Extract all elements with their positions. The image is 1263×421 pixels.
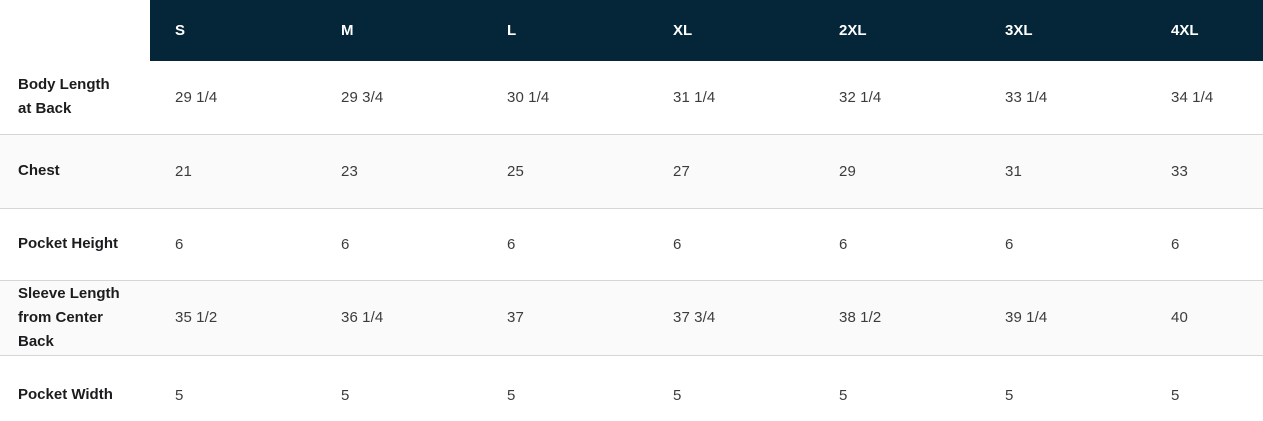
size-value-cell: 6 [507,235,516,253]
size-value-cell: 29 3/4 [341,88,384,106]
size-column-header-4xl: 4XL [1146,0,1263,61]
row-label: Chest [18,162,60,179]
size-column-header-s: S [150,0,316,61]
size-value-cell: 5 [1171,386,1180,404]
size-value-cell: 6 [839,235,848,253]
size-value-cell: 6 [1171,235,1180,253]
size-value-cell: 23 [341,162,358,180]
row-label: Body Length at Back [18,76,110,118]
size-value-cell: 31 [1005,162,1022,180]
table-row-body-length: Body Length at Back 29 1/4 29 3/4 30 1/4… [0,61,1263,134]
size-value-cell: 33 1/4 [1005,88,1048,106]
size-column-header-m: M [316,0,482,61]
size-value-cell: 40 [1171,309,1188,326]
size-value-cell: 38 1/2 [839,309,882,326]
size-value-cell: 33 [1171,162,1188,180]
size-value-cell: 5 [839,386,848,404]
size-value-cell: 31 1/4 [673,88,716,106]
size-value-cell: 27 [673,162,690,180]
size-value-cell: 5 [1005,386,1014,404]
size-value-cell: 6 [673,235,682,253]
size-value-cell: 36 1/4 [341,309,384,326]
size-header-row: S M L XL 2XL 3XL 4XL [0,0,1263,61]
row-label: Sleeve Length from Center Back [18,284,120,350]
size-value-cell: 5 [507,386,516,404]
size-column-header-3xl: 3XL [980,0,1146,61]
size-column-header-xl: XL [648,0,814,61]
size-column-header-l: L [482,0,648,61]
size-value-cell: 5 [673,386,682,404]
size-value-cell: 6 [341,235,350,253]
size-value-cell: 35 1/2 [175,309,218,326]
table-row-pocket-height: Pocket Height 6 6 6 6 6 6 6 [0,208,1263,280]
size-value-cell: 37 [507,309,524,326]
row-label: Pocket Height [18,235,119,252]
table-row-sleeve-length: Sleeve Length from Center Back 35 1/2 36… [0,280,1263,355]
table-row-chest: Chest 21 23 25 27 29 31 33 [0,134,1263,208]
size-value-cell: 6 [175,235,184,253]
size-value-cell: 30 1/4 [507,88,550,106]
size-value-cell: 34 1/4 [1171,88,1214,106]
size-value-cell: 32 1/4 [839,88,882,106]
size-value-cell: 37 3/4 [673,309,716,326]
size-value-cell: 29 [839,162,856,180]
size-value-cell: 5 [341,386,350,404]
size-value-cell: 6 [1005,235,1014,253]
size-value-cell: 39 1/4 [1005,309,1048,326]
size-value-cell: 29 1/4 [175,88,218,106]
row-label: Pocket Width [18,386,113,404]
corner-cell [0,0,150,61]
size-value-cell: 21 [175,162,192,180]
table-row-pocket-width: Pocket Width 5 5 5 5 5 5 5 [0,355,1263,421]
size-column-header-2xl: 2XL [814,0,980,61]
size-value-cell: 25 [507,162,524,180]
size-value-cell: 5 [175,386,184,404]
